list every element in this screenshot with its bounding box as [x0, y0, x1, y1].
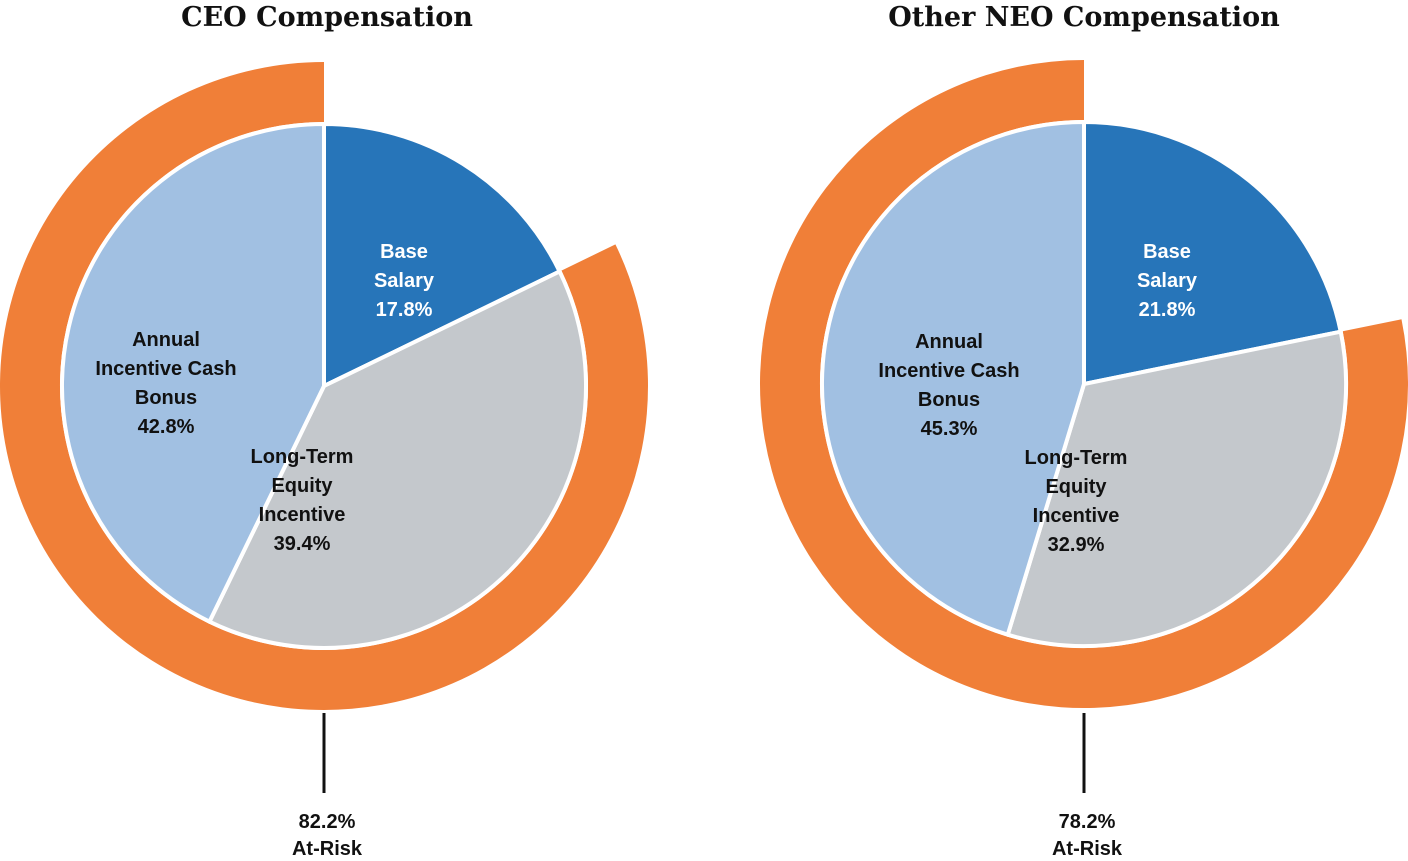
ceo-at-risk-label: At-Risk [292, 838, 363, 860]
ceo-compensation-chart: CEO Compensation Base Salary 17.8% Long-Ter… [0, 2, 648, 860]
neo-at-risk-label: At-Risk [1052, 838, 1123, 860]
chart-title: CEO Compensation [181, 2, 473, 33]
ceo-chart-svg: CEO Compensation Base Salary 17.8% Long-Ter… [0, 2, 648, 860]
ceo-slice-annual-incentive-cash-bonus [60, 122, 326, 624]
neo-compensation-chart: Other NEO Compensation Base Salary 21.8% Lo… [704, 0, 1408, 861]
neo-slice-long-term-equity-incentive [1005, 329, 1348, 648]
ceo-label-base-salary: Base Salary 17.8% [374, 241, 435, 321]
ceo-at-risk-value: 82.2% [299, 811, 356, 833]
chart-title: Other NEO Compensation [888, 2, 1280, 33]
neo-label-base-salary: Base Salary 21.8% [1137, 241, 1198, 321]
ceo-chart-marks: Base Salary 17.8% Long-Term Equity Incentive 3… [0, 62, 648, 860]
neo-chart-svg: Other NEO Compensation Base Salary 21.8% Lo… [759, 2, 1408, 860]
ceo-label-annual-incentive-cash-bonus: Annual Incentive Cash Bonus 42.8% [95, 329, 236, 438]
neo-chart-marks: Base Salary 21.8% Long-Term Equity Incentive 3… [759, 60, 1408, 860]
neo-label-long-term-equity-incentive: Long-Term Equity Incentive 32.9% [1025, 447, 1128, 556]
ceo-label-long-term-equity-incentive: Long-Term Equity Incentive 39.4% [251, 446, 354, 555]
ceo-slice-base-salary [322, 122, 562, 388]
neo-slice-annual-incentive-cash-bonus [820, 120, 1086, 637]
neo-label-annual-incentive-cash-bonus: Annual Incentive Cash Bonus 45.3% [878, 331, 1019, 440]
neo-slice-base-salary [1082, 120, 1343, 386]
neo-at-risk-value: 78.2% [1059, 811, 1116, 833]
ceo-slice-long-term-equity-incentive [207, 269, 588, 650]
